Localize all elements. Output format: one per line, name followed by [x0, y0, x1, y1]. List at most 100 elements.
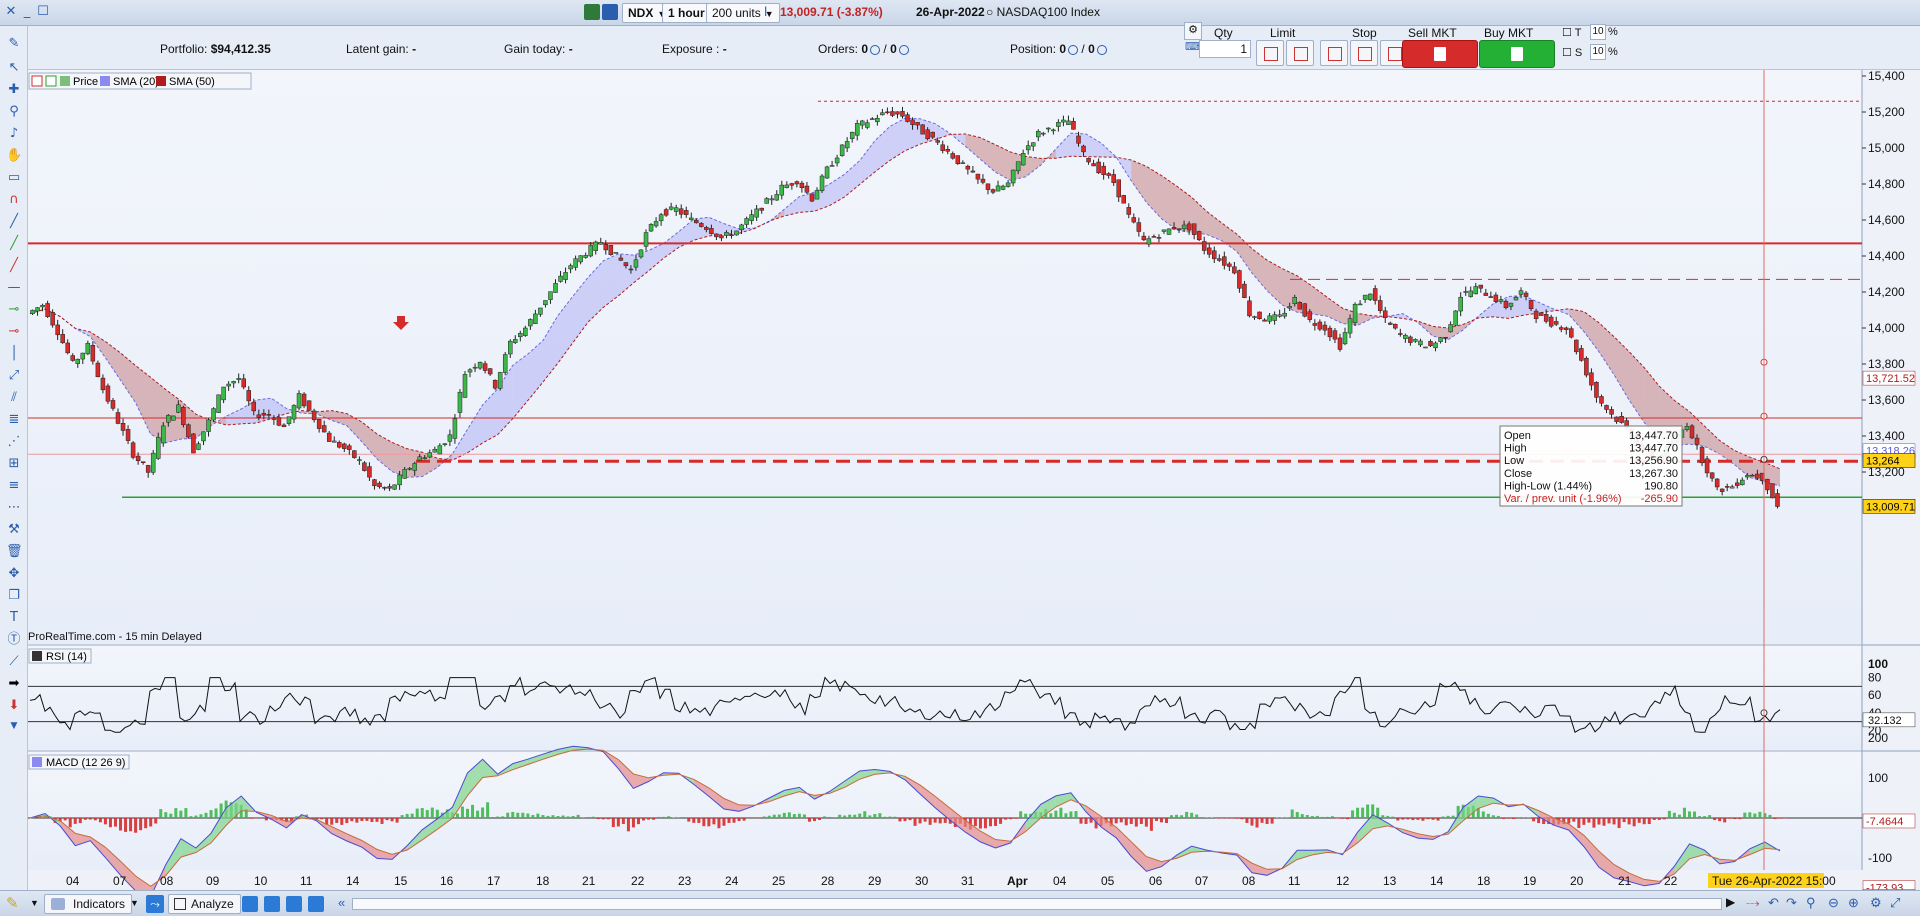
time-scrollbar[interactable] [352, 898, 1722, 910]
pencil-icon[interactable]: ✎ [8, 36, 20, 51]
candle-body [528, 319, 533, 327]
resistance-line-icon[interactable]: ⊸ [8, 324, 20, 339]
macd-histogram-bar [1743, 812, 1747, 818]
indicators-button[interactable]: Indicators [44, 894, 133, 914]
info-icon[interactable]: ǀ [764, 4, 768, 19]
text-box-icon[interactable]: Ⓣ [7, 632, 21, 647]
units-selector[interactable]: 200 units ▼ [706, 3, 780, 23]
symbol-selector[interactable]: NDX▼ [622, 3, 673, 23]
minimize-icon[interactable]: _ [23, 4, 31, 19]
expand-icon[interactable]: ⤢ [1890, 895, 1901, 910]
chart-options-icon[interactable]: ⚙ [1870, 895, 1882, 910]
chevron-down-icon[interactable]: ▼ [10, 721, 18, 731]
brush-icon[interactable]: ⟋ [9, 654, 19, 669]
macd-histogram-bar [697, 818, 701, 823]
share-icon[interactable]: ⤳ [146, 895, 164, 913]
macd-histogram-bar [858, 813, 862, 818]
chevron-down-icon[interactable]: ▼ [130, 898, 139, 908]
brush-tool-icon[interactable]: ✎ [6, 895, 19, 912]
arrow-right-icon[interactable]: ➡ [8, 676, 20, 691]
zoom-fit-icon[interactable]: ⚲ [1806, 895, 1816, 910]
trash-icon[interactable]: 🗑 [6, 544, 23, 559]
chevron-down-icon[interactable]: ▼ [30, 898, 39, 908]
line-icon[interactable]: ╱ [10, 214, 18, 229]
chart-area[interactable]: 15,400 15,200 15,000 14,800 14,600 14,400 14,2… [28, 69, 1920, 905]
text-icon[interactable]: T [10, 610, 18, 625]
move-icon[interactable]: ✥ [8, 566, 20, 581]
channel-icon[interactable]: ⫽ [11, 390, 17, 405]
template-icon[interactable] [286, 896, 302, 912]
position-settings-icon[interactable] [1096, 44, 1107, 55]
support-line-icon[interactable]: ⊸ [8, 302, 20, 317]
fan-icon[interactable]: ⋰ [7, 434, 21, 449]
candle-body [337, 442, 342, 448]
ruler-icon[interactable]: ▭ [7, 170, 21, 185]
sma-cloud-segment [90, 331, 106, 358]
arrow-down-icon[interactable]: ⬇ [8, 698, 20, 713]
candle-body [1056, 122, 1061, 127]
zoom-icon[interactable]: ⚲ [9, 104, 19, 119]
analyze-button[interactable]: Analyze [168, 894, 241, 914]
copy-icon[interactable]: ❐ [8, 588, 20, 603]
limit-sell-button[interactable] [1286, 40, 1314, 66]
orders-settings-icon[interactable] [898, 44, 909, 55]
path-icon[interactable]: ⤢ [8, 368, 20, 383]
layout-icon[interactable] [264, 896, 280, 912]
snapshot-icon[interactable] [602, 4, 618, 20]
macd-histogram-bar [812, 818, 816, 822]
pointer-icon[interactable]: ↖ [8, 60, 20, 75]
horizontal-line-icon[interactable]: — [7, 280, 21, 295]
vertical-line-icon[interactable]: │ [10, 346, 18, 361]
hand-icon[interactable]: ✋ [6, 148, 23, 163]
sell-market-button[interactable] [1402, 40, 1478, 68]
autoscroll-icon[interactable]: ⤏ [1746, 895, 1760, 910]
trendline-green-icon[interactable]: ╱ [10, 236, 18, 251]
maximize-icon[interactable]: ☐ [37, 4, 49, 19]
macd-histogram-bar [737, 818, 741, 822]
scroll-right-icon[interactable]: ▶ [1726, 895, 1736, 909]
candle-body [774, 194, 780, 201]
redo-icon[interactable]: ↷ [1786, 895, 1797, 910]
orders-icon[interactable] [870, 44, 881, 55]
gann-icon[interactable]: ⊞ [8, 456, 20, 471]
tools-icon[interactable]: ⚒ [8, 522, 20, 537]
limit-buy-button[interactable] [1256, 40, 1284, 66]
chart-type-icon[interactable] [242, 896, 258, 912]
alert-bell-icon[interactable]: ♪ [9, 126, 19, 141]
sell-mkt-label: Sell MKT [1408, 26, 1457, 40]
arrow-down-marker[interactable] [393, 316, 409, 330]
collapse-left-icon[interactable]: « [338, 895, 346, 910]
magnet-icon[interactable]: ∩ [9, 192, 19, 207]
crosshair-icon[interactable]: ✚ [8, 82, 20, 97]
undo-icon[interactable]: ↶ [1768, 895, 1779, 910]
t-percent-input[interactable]: 10 [1590, 24, 1606, 40]
candle-body [925, 129, 930, 140]
macd-histogram-bar [93, 818, 97, 821]
projection-icon[interactable]: ⋯ [7, 500, 21, 515]
candle-body [794, 181, 800, 185]
macd-cloud-segment [769, 790, 785, 802]
macd-cloud-segment [1568, 823, 1584, 847]
macd-histogram-bar [78, 818, 82, 824]
wrench-icon[interactable]: ⚙ [1184, 22, 1202, 40]
stop-sell-button[interactable] [1350, 40, 1378, 66]
retracement-icon[interactable]: ≡ [8, 478, 20, 493]
macd-histogram-bar [1783, 818, 1787, 819]
fibonacci-icon[interactable]: ≣ [8, 412, 20, 427]
stop-buy-button[interactable] [1320, 40, 1348, 66]
trendline-red-icon[interactable]: ╱ [10, 258, 18, 273]
macd-histogram-bar [1748, 812, 1752, 818]
zoom-out-icon[interactable]: ⊖ [1828, 895, 1839, 910]
candle-body [764, 198, 769, 204]
price-tick-label: 14,000 [1868, 321, 1905, 335]
macd-histogram-bar [853, 814, 857, 818]
keyboard-icon[interactable]: ⌨ [1185, 41, 1201, 53]
close-icon[interactable]: ✕ [5, 4, 17, 19]
position-icon[interactable] [1068, 44, 1079, 55]
s-percent-input[interactable]: 10 [1590, 44, 1606, 60]
buy-market-button[interactable] [1479, 40, 1555, 68]
zoom-in-icon[interactable]: ⊕ [1848, 895, 1859, 910]
qty-input[interactable]: 1 [1199, 40, 1251, 58]
window-icon[interactable] [308, 896, 324, 912]
chart-canvas[interactable]: 15,400 15,200 15,000 14,800 14,600 14,400 14,2… [28, 69, 1920, 905]
